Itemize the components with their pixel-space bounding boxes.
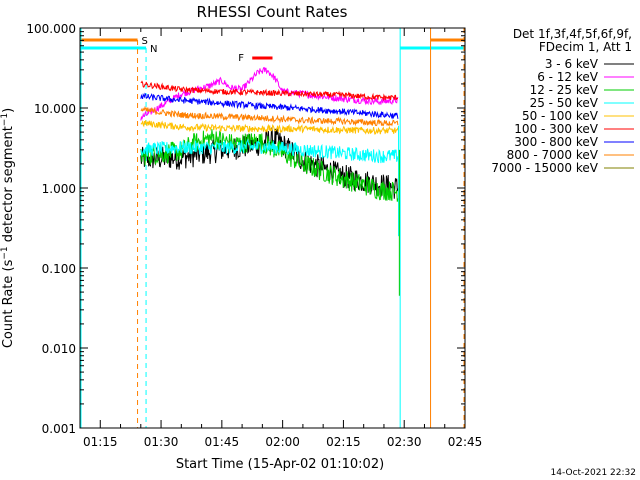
- legend-header-2: FDecim 1, Att 1: [539, 40, 632, 54]
- legend-header-1: Det 1f,3f,4f,5f,6f,9f,: [513, 27, 632, 41]
- axis-ticks: 100.000 10.000 1.000 0.100 0.010 0.001 01:15 01…: [26, 22, 482, 449]
- footer-date: 14-Oct-2021 22:32: [551, 468, 636, 478]
- series-line-5: [140, 120, 399, 135]
- series-layer: [140, 66, 400, 296]
- y-axis-label: Count Rate (s−1 detector segment−1): [0, 108, 16, 348]
- y-label-exp-1: −1: [0, 246, 10, 259]
- y-label-exp-2: −1: [0, 113, 10, 126]
- y-tick-label: 0.001: [42, 422, 76, 436]
- y-tick-label: 1.000: [42, 182, 76, 196]
- y-tick-label: 0.010: [42, 342, 76, 356]
- y-label-part-2: detector segment: [1, 126, 16, 246]
- legend-entry-6: 100 - 300 keV: [514, 122, 598, 136]
- series-line-2: [140, 66, 399, 121]
- y-label-part-1: Count Rate (s: [1, 259, 16, 348]
- y-tick-label: 0.100: [42, 262, 76, 276]
- plot-frame: [79, 27, 466, 429]
- saa-label: S: [142, 36, 148, 47]
- x-tick-label: 01:30: [144, 435, 179, 449]
- series-line-8: [140, 105, 399, 127]
- x-tick-label: 02:30: [387, 435, 422, 449]
- axes: [79, 27, 466, 429]
- y-label-part-3: ): [1, 108, 16, 113]
- x-tick-label: 02:15: [326, 435, 361, 449]
- series-line-4: [140, 138, 399, 164]
- legend-entry-1: 3 - 6 keV: [545, 57, 599, 71]
- legend: Det 1f,3f,4f,5f,6f,9f, FDecim 1, Att 1 3…: [491, 27, 634, 175]
- y-tick-label: 100.000: [26, 22, 76, 36]
- x-tick-label: 01:45: [205, 435, 240, 449]
- legend-entry-4: 25 - 50 keV: [530, 96, 599, 110]
- legend-entry-5: 50 - 100 keV: [522, 109, 599, 123]
- legend-entry-7: 300 - 800 keV: [514, 135, 598, 149]
- night-label: N: [150, 44, 157, 55]
- night-saa-intervals: SN F: [80, 28, 465, 428]
- series-line-6: [140, 80, 399, 102]
- legend-entry-9: 7000 - 15000 keV: [491, 161, 598, 175]
- x-tick-label: 01:15: [83, 435, 118, 449]
- flare-label: F: [238, 53, 244, 64]
- x-tick-label: 02:00: [265, 435, 300, 449]
- chart-title: RHESSI Count Rates: [197, 3, 348, 21]
- legend-entry-3: 12 - 25 keV: [530, 83, 599, 97]
- legend-entry-8: 800 - 7000 keV: [507, 148, 599, 162]
- legend-entry-2: 6 - 12 keV: [537, 70, 599, 84]
- x-axis-label: Start Time (15-Apr-02 01:10:02): [176, 457, 384, 472]
- series-line-7: [140, 92, 399, 120]
- x-tick-label: 02:45: [448, 435, 483, 449]
- y-tick-label: 10.000: [34, 102, 76, 116]
